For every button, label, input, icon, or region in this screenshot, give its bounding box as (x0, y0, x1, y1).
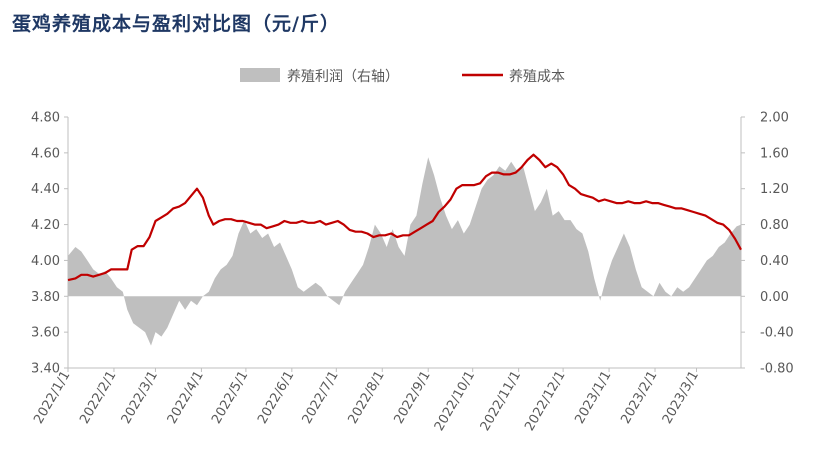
legend-swatch-profit (240, 68, 280, 82)
x-tick-label: 2022/6/1 (255, 369, 297, 427)
x-tick-label: 2022/12/1 (522, 369, 568, 434)
x-tick-label: 2022/11/1 (478, 369, 524, 434)
right-tick-label: 0.80 (760, 218, 789, 233)
left-tick-label: 4.20 (31, 218, 60, 233)
left-tick-label: 4.80 (31, 111, 60, 126)
right-tick-label: 0.00 (760, 290, 789, 305)
chart-title: 蛋鸡养殖成本与盈利对比图（元/斤） (12, 13, 340, 35)
x-tick-label: 2022/5/1 (209, 369, 251, 427)
x-tick-label: 2022/4/1 (165, 369, 207, 427)
profit-area-layer (68, 157, 741, 346)
x-tick-label: 2022/1/1 (31, 369, 73, 427)
x-tick-label: 2022/8/1 (346, 369, 388, 427)
x-tick-label: 2023/1/1 (572, 369, 614, 427)
legend: 养殖利润（右轴） 养殖成本 (240, 68, 565, 85)
left-tick-label: 3.40 (31, 362, 60, 377)
cost-line (67, 153, 742, 282)
x-tick-label: 2023/2/1 (618, 369, 660, 427)
profit-area (68, 157, 741, 346)
left-tick-label: 4.60 (31, 146, 60, 161)
left-tick-label: 4.00 (31, 254, 60, 269)
left-tick-label: 3.60 (31, 326, 60, 341)
x-tick-label: 2022/10/1 (432, 369, 478, 434)
x-tick-label: 2023/3/1 (660, 369, 702, 427)
cost-line-layer (67, 153, 742, 282)
legend-label-cost: 养殖成本 (509, 68, 565, 85)
x-tick-label: 2022/9/1 (391, 369, 433, 427)
x-tick-label: 2022/7/1 (300, 369, 342, 427)
legend-label-profit: 养殖利润（右轴） (287, 68, 399, 85)
left-tick-label: 3.80 (31, 290, 60, 305)
right-tick-label: 1.60 (760, 146, 789, 161)
x-tick-label: 2022/3/1 (119, 369, 161, 427)
right-tick-label: -0.40 (760, 326, 794, 341)
right-tick-label: -0.80 (760, 362, 794, 377)
right-tick-label: 0.40 (760, 254, 789, 269)
right-tick-label: 1.20 (760, 182, 789, 197)
right-tick-label: 2.00 (760, 111, 789, 126)
axes (64, 116, 745, 372)
left-tick-label: 4.40 (31, 182, 60, 197)
x-tick-label: 2022/2/1 (77, 369, 119, 427)
